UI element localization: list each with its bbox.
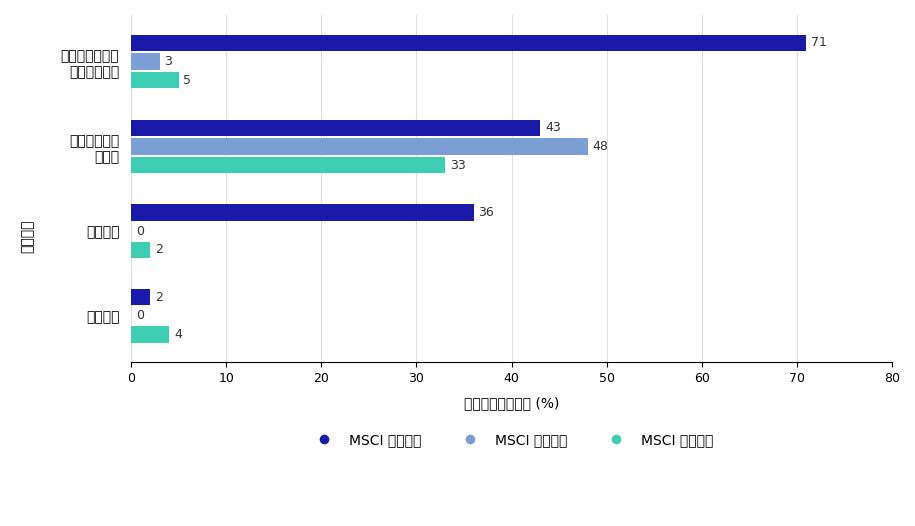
Bar <box>131 289 150 306</box>
Text: 33: 33 <box>450 158 466 171</box>
Text: 36: 36 <box>479 206 494 219</box>
Text: 3: 3 <box>165 55 172 68</box>
Text: 48: 48 <box>592 140 608 153</box>
Bar <box>131 241 150 258</box>
Text: 2: 2 <box>155 291 163 304</box>
Bar <box>131 204 474 221</box>
Text: 5: 5 <box>184 74 191 87</box>
Text: 4: 4 <box>174 328 182 341</box>
Bar <box>131 119 540 136</box>
Bar <box>131 157 445 173</box>
Text: 治理指标: 治理指标 <box>20 220 35 254</box>
Text: 43: 43 <box>544 121 561 134</box>
Bar <box>131 326 169 343</box>
Bar <box>131 138 587 155</box>
Bar <box>131 35 806 51</box>
X-axis label: 指标被标记的公司 (%): 指标被标记的公司 (%) <box>464 396 559 410</box>
Text: 0: 0 <box>136 225 144 238</box>
Text: 0: 0 <box>136 309 144 322</box>
Legend: MSCI 日本指数, MSCI 美国指数, MSCI 欧洲指数: MSCI 日本指数, MSCI 美国指数, MSCI 欧洲指数 <box>305 428 719 453</box>
Bar <box>131 54 160 70</box>
Text: 2: 2 <box>155 243 163 256</box>
Bar <box>131 72 178 88</box>
Text: 71: 71 <box>812 36 827 49</box>
